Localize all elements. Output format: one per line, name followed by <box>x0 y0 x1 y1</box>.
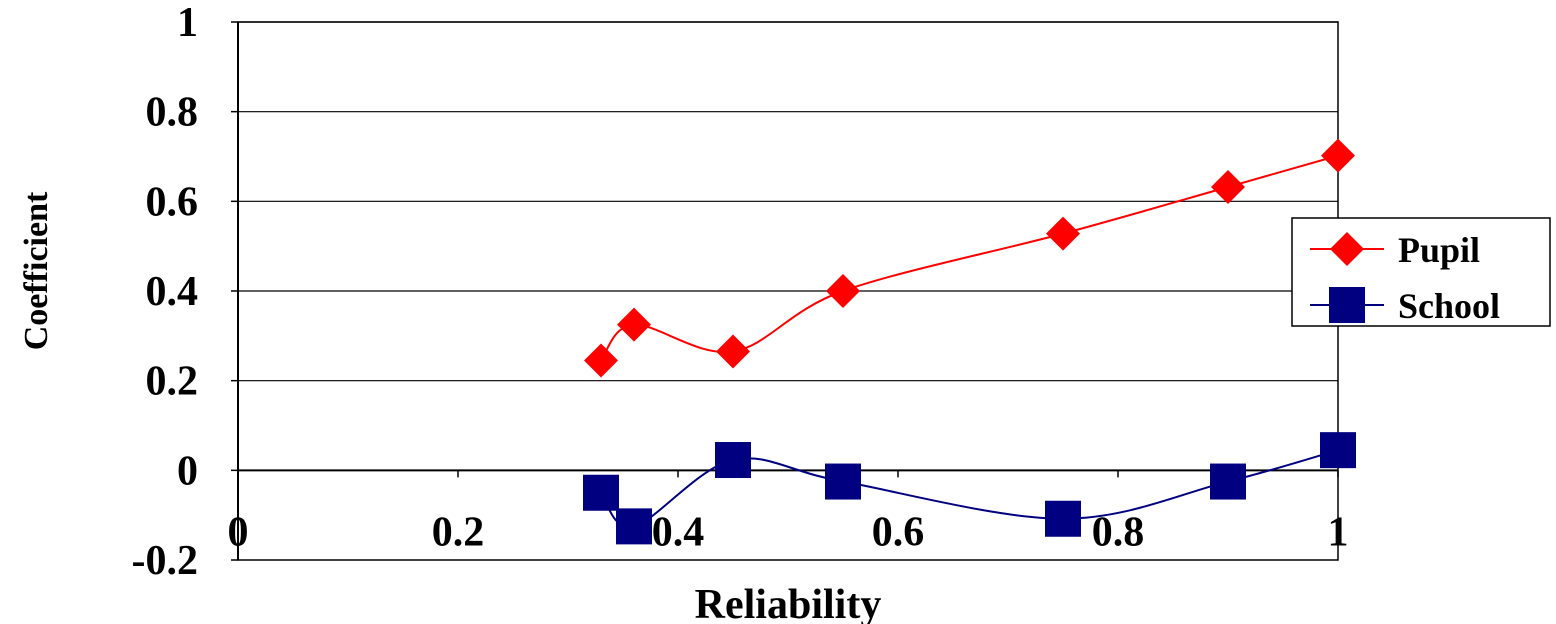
y-tick-label-3: 0.4 <box>146 269 199 315</box>
series-pupil-point-2 <box>716 334 750 369</box>
x-tick-label-0: 0 <box>228 509 249 555</box>
y-tick-label-0: -0.2 <box>132 538 199 584</box>
y-axis-title: Coefficient <box>18 191 55 350</box>
series-pupil-point-6 <box>1321 138 1355 173</box>
series-school-point-4 <box>1045 500 1081 537</box>
series-pupil-point-5 <box>1211 169 1245 204</box>
y-tick-label-6: 1 <box>177 0 198 46</box>
y-tick-label-5: 0.8 <box>146 90 199 136</box>
series-pupil <box>584 138 1355 378</box>
series-pupil-point-0 <box>584 343 618 378</box>
series-layer <box>583 138 1356 545</box>
series-school-point-6 <box>1320 432 1356 469</box>
y-tick-label-2: 0.2 <box>146 359 199 405</box>
x-tick-label-4: 0.8 <box>1092 509 1145 555</box>
legend-label-school: School <box>1398 286 1500 326</box>
series-pupil-point-3 <box>826 274 860 308</box>
y-tick-label-4: 0.6 <box>146 179 199 225</box>
y-axis-ticks: -0.2 0 0.2 0.4 0.6 0.8 1 <box>132 0 238 584</box>
x-axis-title: Reliability <box>695 582 882 624</box>
series-school-point-5 <box>1210 463 1246 500</box>
legend-label-pupil: Pupil <box>1398 230 1480 270</box>
x-axis-ticks: 0 0.2 0.4 0.6 0.8 1 <box>228 470 1349 555</box>
gridlines <box>238 21 1338 471</box>
series-school <box>583 432 1356 545</box>
series-pupil-point-4 <box>1046 216 1080 251</box>
series-pupil-point-1 <box>617 307 651 342</box>
legend-marker-school <box>1329 287 1365 323</box>
series-school-point-3 <box>825 463 861 500</box>
x-tick-label-3: 0.6 <box>872 509 925 555</box>
legend-marker-pupil <box>1330 232 1364 266</box>
series-school-point-0 <box>583 474 619 511</box>
x-tick-label-5: 1 <box>1328 509 1349 555</box>
x-tick-label-1: 0.2 <box>432 509 485 555</box>
y-tick-label-1: 0 <box>177 448 198 494</box>
legend: Pupil School <box>1291 217 1551 327</box>
series-school-point-1 <box>616 508 652 545</box>
series-school-point-2 <box>715 442 751 479</box>
x-tick-label-2: 0.4 <box>652 509 705 555</box>
